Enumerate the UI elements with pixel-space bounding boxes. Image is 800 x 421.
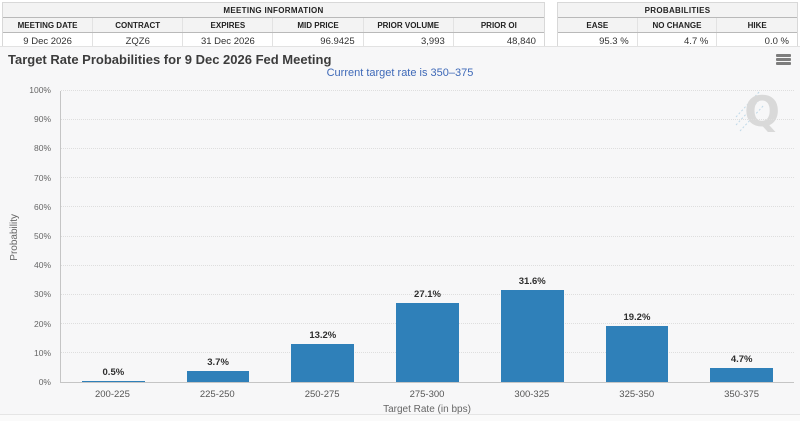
gridline-70 [61,177,794,179]
y-tick-0: 0% [38,377,51,387]
y-tick-80: 80% [33,143,51,154]
meeting-information-header-row: MEETING DATE CONTRACT EXPIRES MID PRICE … [3,18,544,33]
x-tick-200-225: 200-225 [94,389,130,400]
expires-value: 31 Dec 2026 [183,33,274,50]
gridline-90 [61,119,794,121]
probabilities-title: PROBABILITIES [558,3,797,18]
bar-slot-350-375: 4.7% [689,91,794,382]
bar-325-350[interactable]: 19.2% [605,312,669,382]
col-meeting-date: MEETING DATE [3,18,94,32]
y-tick-60: 60% [33,201,51,212]
hike-value: 0.0 % [764,36,789,47]
prior-volume-value: 3,993 [364,33,454,50]
y-tick-70: 70% [33,172,51,183]
gridline-80 [61,148,794,150]
meeting-information-table: MEETING INFORMATION MEETING DATE CONTRAC… [2,2,545,51]
y-axis-tick-labels: 0% 10% 20% 30% 40% 50% 60% 70% 80% 90% 100% [0,85,56,387]
col-mid-price: MID PRICE [273,18,364,32]
gridline-100 [61,90,794,91]
gridline-50 [61,235,794,237]
bars-row: 0.5% 3.7% 13.2% 27.1% 31.6% 19.2% 4.7% [61,91,794,382]
y-tick-30: 30% [33,289,51,300]
chart-title: Target Rate Probabilities for 9 Dec 2026… [8,52,332,67]
bar-200-225[interactable]: 0.5% [81,367,145,382]
y-tick-50: 50% [33,231,51,241]
col-prior-volume: PRIOR VOLUME [364,18,454,32]
bar-value-label-200-225: 0.5% [102,366,125,378]
bar-225-250[interactable]: 3.7% [186,357,250,382]
col-expires: EXPIRES [183,18,274,32]
bar-slot-300-325: 31.6% [480,91,585,382]
gridline-30 [61,293,794,295]
y-tick-90: 90% [33,114,51,125]
plot-area: 0.5% 3.7% 13.2% 27.1% 31.6% 19.2% 4.7% [60,90,794,383]
bar-value-label-300-325: 31.6% [518,276,546,288]
prior-oi-value: 48,840 [506,36,536,47]
probabilities-table: PROBABILITIES EASE NO CHANGE HIKE 95.3 %… [557,2,798,51]
bar-275-300[interactable]: 27.1% [396,289,459,382]
meeting-date-value: 9 Dec 2026 [3,33,94,50]
y-tick-40: 40% [33,260,51,271]
bar-slot-225-250: 3.7% [166,91,271,382]
bar-value-label-350-375: 4.7% [730,354,753,366]
plot-wrap: 0.5% 3.7% 13.2% 27.1% 31.6% 19.2% 4.7% [60,90,794,383]
y-tick-10: 10% [33,347,51,358]
col-no-change: NO CHANGE [638,18,718,32]
gridline-40 [61,264,794,266]
meeting-information-title: MEETING INFORMATION [3,3,544,18]
hamburger-menu-icon[interactable] [774,54,792,68]
footer-bar [0,414,800,421]
mid-price-value: 96.9425 [273,33,364,50]
bar-slot-200-225: 0.5% [61,91,166,382]
bar-value-label-325-350: 19.2% [623,312,651,324]
x-tick-350-375: 350-375 [724,389,760,400]
bar-value-label-225-250: 3.7% [207,357,229,369]
no-change-value: 4.7 % [638,33,718,50]
col-ease: EASE [558,18,638,32]
probabilities-value-row: 95.3 % 4.7 % 0.0 % [558,33,797,50]
bar-slot-250-275: 13.2% [270,91,375,382]
probability-chart: Target Rate Probabilities for 9 Dec 2026… [0,46,800,415]
y-tick-100: 100% [29,85,51,95]
contract-value: ZQZ6 [93,33,184,50]
bar-value-label-275-300: 27.1% [414,289,441,301]
bar-slot-275-300: 27.1% [375,91,480,382]
chart-subtitle: Current target rate is 350–375 [326,67,474,79]
top-tables: MEETING INFORMATION MEETING DATE CONTRAC… [0,0,800,51]
x-tick-325-350: 325-350 [619,389,655,400]
x-tick-225-250: 225-250 [199,389,235,400]
x-tick-250-275: 250-275 [304,389,340,400]
x-axis-title: Target Rate (in bps) [383,404,471,415]
col-prior-oi: PRIOR OI [480,21,517,30]
bar-300-325[interactable]: 31.6% [500,276,564,382]
probabilities-header-row: EASE NO CHANGE HIKE [558,18,797,33]
bar-slot-325-350: 19.2% [585,91,690,382]
y-tick-20: 20% [33,318,51,329]
x-tick-275-300: 275-300 [409,389,445,400]
meeting-information-value-row: 9 Dec 2026 ZQZ6 31 Dec 2026 96.9425 3,99… [3,33,544,50]
gridline-60 [61,206,794,208]
col-hike: HIKE [747,21,767,30]
x-axis-tick-labels: 200-225 225-250 250-275 275-300 300-325 325-3… [60,389,794,400]
x-tick-300-325: 300-325 [514,389,550,400]
bar-350-375[interactable]: 4.7% [710,354,774,382]
bar-250-275[interactable]: 13.2% [291,330,355,382]
ease-value: 95.3 % [558,33,638,50]
bar-value-label-250-275: 13.2% [309,329,337,341]
col-contract: CONTRACT [93,18,184,32]
